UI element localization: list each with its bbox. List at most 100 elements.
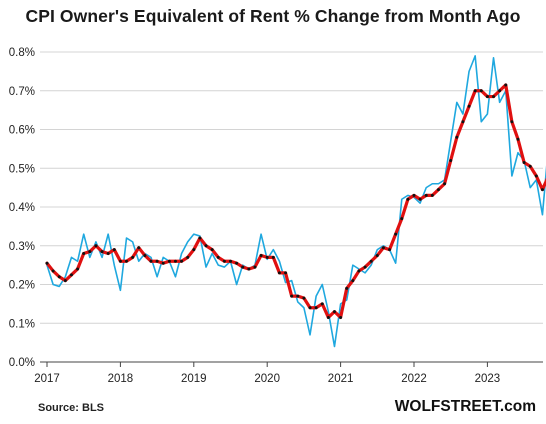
data-point — [314, 306, 318, 310]
data-point — [345, 286, 349, 290]
data-point — [510, 120, 514, 124]
gridlines — [40, 51, 543, 324]
y-axis-ticks: 0.0% 0.1% 0.2% 0.3% 0.4% 0.5% 0.6% 0.7% 0.8% — [9, 47, 35, 369]
data-point — [82, 252, 86, 255]
x-tick-label: 2021 — [328, 373, 354, 385]
data-point — [332, 310, 336, 314]
x-tick-label: 2019 — [181, 373, 207, 385]
data-point — [400, 217, 404, 221]
data-point — [88, 250, 92, 254]
data-point — [430, 193, 434, 197]
data-point — [528, 164, 532, 168]
data-point — [112, 248, 116, 252]
x-tick-label: 2022 — [401, 373, 427, 385]
data-point — [106, 252, 110, 255]
data-point — [63, 279, 67, 283]
data-point — [76, 267, 80, 271]
data-point — [455, 135, 459, 139]
data-point — [229, 259, 232, 263]
data-point — [388, 248, 392, 252]
x-tick-label: 2020 — [254, 373, 280, 385]
data-point — [235, 261, 239, 265]
x-axis-ticks: 2017 2018 2019 2020 2021 2022 2023 — [34, 362, 500, 385]
data-point — [296, 294, 300, 298]
y-tick-label: 0.4% — [9, 202, 35, 214]
data-point — [137, 246, 141, 250]
data-point — [241, 265, 245, 269]
data-point — [473, 89, 477, 93]
data-point — [284, 271, 288, 275]
data-point — [339, 315, 343, 319]
chart-title: CPI Owner's Equivalent of Rent % Change … — [25, 6, 521, 26]
data-point — [351, 279, 355, 283]
data-point — [290, 294, 294, 298]
data-point — [57, 275, 61, 279]
data-point — [125, 259, 129, 263]
data-point — [443, 182, 447, 186]
data-point — [326, 315, 330, 319]
data-point — [167, 259, 171, 263]
data-point — [522, 160, 526, 164]
source-note: Source: BLS — [38, 402, 105, 414]
data-point — [436, 188, 440, 192]
data-point — [498, 89, 502, 93]
data-point — [51, 269, 55, 273]
data-point — [210, 248, 214, 252]
data-point — [394, 232, 398, 236]
data-point — [180, 259, 184, 263]
y-tick-label: 0.2% — [9, 280, 35, 292]
data-point — [363, 265, 367, 269]
data-point — [247, 267, 251, 271]
data-point — [271, 255, 275, 259]
y-tick-label: 0.0% — [9, 357, 35, 369]
data-point — [259, 253, 263, 257]
data-point — [192, 248, 196, 252]
data-point — [155, 259, 159, 263]
data-point — [131, 255, 135, 259]
data-point — [204, 244, 208, 248]
data-point — [449, 159, 453, 162]
data-point — [516, 137, 520, 141]
series-layer — [45, 55, 546, 348]
y-tick-label: 0.7% — [9, 86, 35, 98]
data-point — [69, 273, 73, 277]
data-point — [504, 83, 508, 87]
data-point — [222, 259, 226, 263]
data-point — [173, 259, 177, 263]
data-point — [143, 253, 147, 257]
data-point — [534, 174, 538, 178]
data-point — [412, 193, 416, 197]
data-point — [161, 261, 165, 265]
data-point — [186, 255, 190, 259]
y-tick-label: 0.1% — [9, 318, 35, 330]
data-point — [320, 302, 324, 306]
data-point — [308, 306, 312, 310]
data-point — [198, 236, 202, 240]
data-point — [216, 255, 220, 259]
data-point — [418, 197, 422, 201]
data-point — [479, 89, 483, 93]
data-point — [461, 120, 465, 124]
data-point — [492, 95, 496, 99]
data-point — [265, 255, 269, 259]
data-point — [118, 259, 122, 263]
x-tick-label: 2023 — [475, 373, 501, 385]
data-point — [540, 188, 544, 192]
data-point — [357, 269, 361, 273]
y-tick-label: 0.8% — [9, 47, 35, 59]
data-point — [277, 271, 281, 275]
data-point — [381, 246, 385, 250]
y-tick-label: 0.6% — [9, 125, 35, 137]
y-tick-label: 0.3% — [9, 241, 35, 253]
data-point — [375, 253, 379, 257]
data-point — [253, 265, 257, 269]
series-line — [46, 55, 546, 348]
data-point — [94, 244, 98, 248]
data-point — [100, 250, 104, 254]
data-point — [302, 296, 306, 300]
data-point — [369, 259, 373, 263]
data-point — [467, 104, 471, 108]
data-point — [149, 259, 153, 263]
data-point — [406, 197, 410, 201]
